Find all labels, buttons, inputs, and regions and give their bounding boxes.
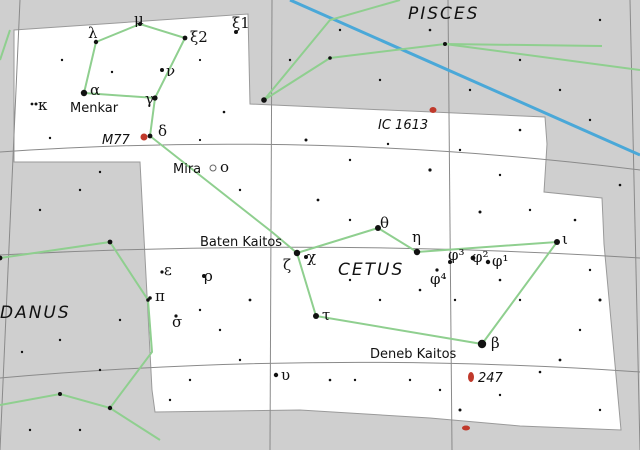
ngc247-marker	[468, 372, 474, 382]
dso-label-ic1613: IC 1613	[378, 118, 428, 133]
greek-label-phi2: φ²	[472, 248, 489, 266]
greek-label-sigma: σ	[172, 313, 182, 331]
mira-star	[209, 164, 217, 172]
constellation-label-pisces: PISCES	[408, 4, 479, 24]
greek-label-omicron: ο	[220, 158, 229, 176]
greek-labels: λ μ ξ2 ξ1 ν α κ γ δ ο θ η ζ χ τ β ι φ³ φ…	[38, 10, 568, 384]
greek-label-theta: θ	[380, 214, 389, 232]
greek-label-xi2: ξ2	[190, 28, 208, 46]
greek-label-delta: δ	[158, 122, 167, 140]
greek-label-gamma: γ	[145, 90, 154, 108]
constellation-label-cetus: CETUS	[338, 260, 404, 280]
greek-label-nu: ν	[166, 62, 175, 80]
greek-label-chi: χ	[307, 248, 316, 266]
greek-label-epsilon: ε	[164, 261, 172, 279]
star-label-baten-kaitos: Baten Kaitos	[200, 235, 282, 250]
deep-sky-objects	[140, 107, 474, 431]
dso-label-ngc247: 247	[478, 371, 504, 386]
greek-label-xi1: ξ1	[232, 14, 250, 32]
greek-label-lambda: λ	[88, 24, 98, 42]
greek-label-pi: π	[155, 287, 165, 305]
star-label-menkar: Menkar	[70, 101, 119, 116]
greek-label-zeta: ζ	[283, 256, 291, 274]
greek-label-tau: τ	[322, 306, 330, 324]
galaxy-marker	[462, 425, 470, 431]
star-label-mira: Mira	[173, 162, 201, 177]
m77-marker	[140, 133, 148, 141]
ic1613-marker	[429, 107, 437, 113]
cetus-boundary	[13, 13, 622, 431]
field-stars	[20, 18, 622, 432]
star-label-deneb-kaitos: Deneb Kaitos	[370, 347, 457, 362]
greek-label-iota: ι	[562, 230, 568, 248]
greek-label-phi1: φ¹	[492, 252, 509, 270]
dso-label-m77: M77	[102, 133, 130, 148]
greek-label-beta: β	[491, 334, 500, 352]
greek-label-rho: ρ	[204, 267, 213, 285]
ecliptic-line	[289, 0, 640, 157]
greek-label-phi3: φ³	[448, 246, 465, 264]
bright-stars	[0, 22, 560, 411]
greek-label-mu: μ	[134, 10, 144, 28]
greek-label-phi4: φ⁴	[430, 270, 447, 288]
greek-label-eta: η	[412, 228, 421, 246]
greek-label-kappa: κ	[38, 96, 48, 114]
constellation-label-eridanus: DANUS	[0, 303, 71, 323]
greek-label-upsilon: υ	[281, 366, 290, 384]
greek-label-alpha: α	[90, 81, 100, 99]
